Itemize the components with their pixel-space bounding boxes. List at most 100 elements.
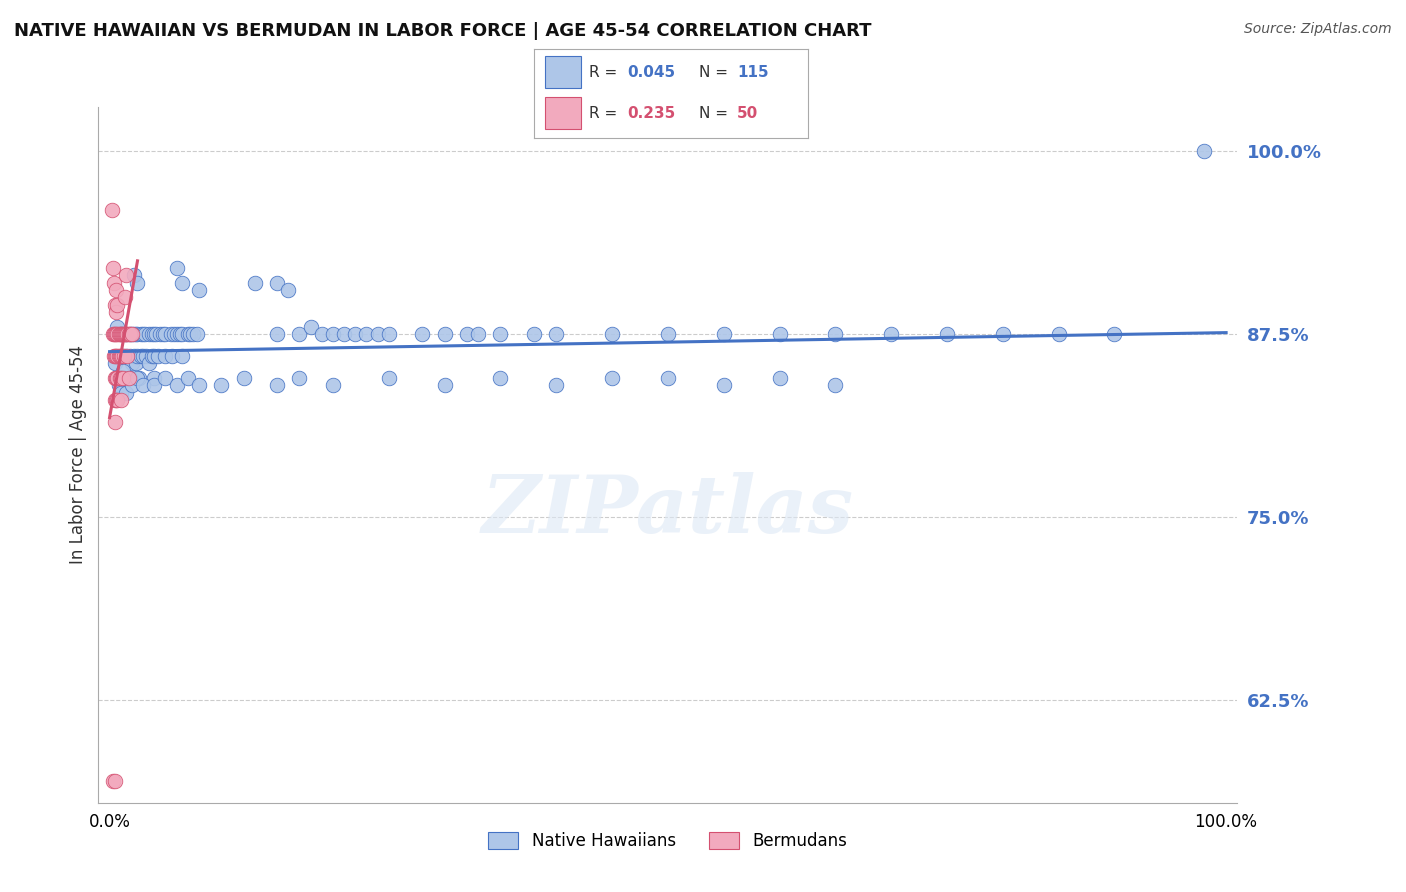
Point: [104, 773, 127, 788]
Text: NATIVE HAWAIIAN VS BERMUDAN IN LABOR FORCE | AGE 45-54 CORRELATION CHART: NATIVE HAWAIIAN VS BERMUDAN IN LABOR FOR…: [14, 22, 872, 40]
Point: [122, 327, 145, 342]
Point: [105, 305, 128, 319]
Point: [107, 298, 129, 312]
Point: [377, 327, 399, 342]
Point: [128, 371, 150, 385]
Point: [110, 371, 132, 385]
Point: [108, 327, 131, 342]
Point: [127, 349, 149, 363]
Point: [121, 327, 143, 342]
Point: [115, 268, 138, 283]
Point: [152, 327, 174, 342]
Point: [122, 349, 145, 363]
Point: [166, 261, 188, 276]
Point: [107, 319, 129, 334]
Point: [104, 415, 127, 429]
Point: [107, 349, 129, 363]
Point: [172, 276, 194, 290]
Point: [322, 378, 344, 392]
Point: [101, 202, 124, 217]
Point: [713, 327, 735, 342]
Point: [183, 327, 205, 342]
Point: [187, 283, 209, 297]
Point: [172, 327, 194, 342]
Point: [187, 378, 209, 392]
Point: [122, 268, 145, 283]
Point: [104, 392, 127, 407]
Point: [288, 327, 311, 342]
Point: [311, 327, 333, 342]
Point: [333, 327, 356, 342]
Point: [155, 327, 177, 342]
Point: [127, 327, 149, 342]
Point: [768, 371, 790, 385]
Point: [322, 327, 344, 342]
Point: [163, 327, 186, 342]
Point: [768, 327, 790, 342]
Text: N =: N =: [699, 65, 733, 79]
Point: [105, 349, 128, 363]
Point: [115, 371, 138, 385]
Point: [433, 327, 456, 342]
Text: R =: R =: [589, 65, 623, 79]
Legend: Native Hawaiians, Bermudans: Native Hawaiians, Bermudans: [482, 826, 853, 857]
Point: [125, 327, 148, 342]
Point: [138, 327, 160, 342]
Point: [129, 327, 152, 342]
Point: [160, 327, 183, 342]
Point: [110, 385, 132, 400]
Point: [111, 349, 134, 363]
Point: [143, 371, 166, 385]
Point: [127, 371, 149, 385]
Point: [104, 349, 127, 363]
Point: [111, 364, 134, 378]
Point: [115, 327, 138, 342]
Point: [266, 276, 288, 290]
Point: [108, 371, 131, 385]
Point: [105, 327, 128, 342]
Point: [356, 327, 378, 342]
Point: [105, 283, 128, 297]
Text: 115: 115: [737, 65, 769, 79]
Point: [143, 378, 166, 392]
Point: [118, 371, 141, 385]
Point: [489, 327, 512, 342]
Point: [657, 371, 679, 385]
Point: [344, 327, 367, 342]
Point: [991, 327, 1014, 342]
Point: [149, 327, 172, 342]
Point: [177, 371, 200, 385]
Text: ZIPatlas: ZIPatlas: [482, 472, 853, 549]
Point: [160, 349, 183, 363]
Point: [600, 371, 623, 385]
Text: Source: ZipAtlas.com: Source: ZipAtlas.com: [1244, 22, 1392, 37]
Point: [107, 371, 129, 385]
Point: [138, 356, 160, 370]
Point: [132, 378, 155, 392]
Point: [143, 327, 166, 342]
Point: [299, 319, 322, 334]
Point: [141, 327, 163, 342]
Point: [110, 349, 132, 363]
Point: [546, 327, 568, 342]
Point: [121, 327, 143, 342]
Point: [110, 327, 132, 342]
Point: [107, 327, 129, 342]
Point: [129, 349, 152, 363]
Point: [489, 371, 512, 385]
Point: [101, 327, 124, 342]
Point: [1192, 144, 1215, 158]
Point: [657, 327, 679, 342]
Point: [127, 276, 149, 290]
Point: [166, 378, 188, 392]
Point: [146, 349, 169, 363]
Point: [110, 327, 132, 342]
Point: [1047, 327, 1070, 342]
Point: [880, 327, 903, 342]
Point: [103, 276, 125, 290]
Text: 0.235: 0.235: [627, 106, 676, 120]
Text: N =: N =: [699, 106, 733, 120]
Point: [118, 349, 141, 363]
Point: [118, 327, 141, 342]
Bar: [546, 97, 581, 129]
